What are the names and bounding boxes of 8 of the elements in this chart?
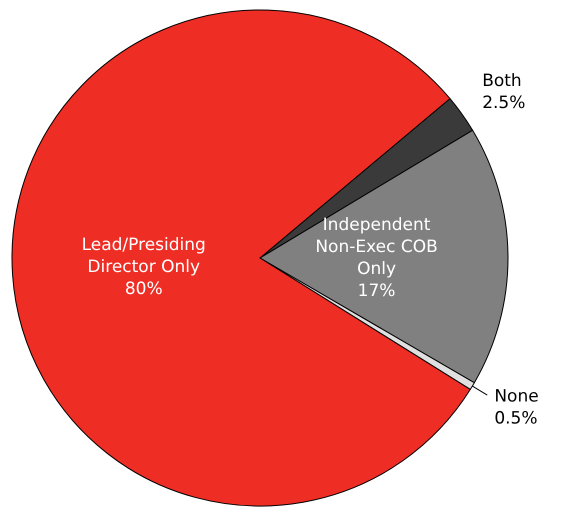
data-label: 80%: [124, 279, 163, 300]
slice-label: Independent Non-Exec COB Only: [315, 215, 438, 280]
slice-label: Both: [482, 70, 522, 91]
slice-label: Lead/Presiding Director Only: [82, 235, 206, 278]
data-label: 0.5%: [494, 408, 538, 429]
data-label: 2.5%: [482, 92, 526, 113]
slice-label: None: [494, 386, 539, 407]
data-label: 17%: [358, 281, 396, 302]
